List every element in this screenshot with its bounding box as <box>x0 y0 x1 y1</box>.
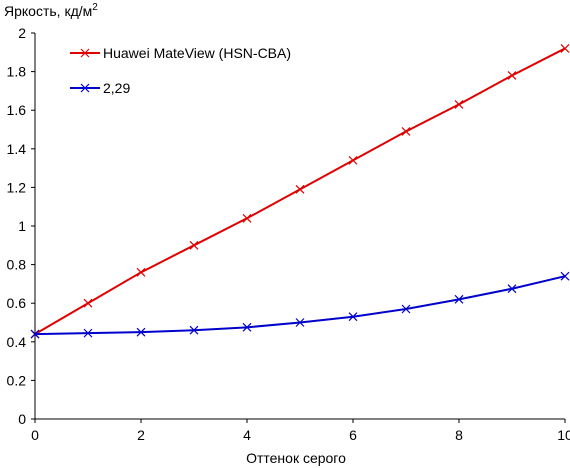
legend-label: Huawei MateView (HSN-CBA) <box>103 45 291 61</box>
x-tick-label: 0 <box>31 427 39 443</box>
x-tick-label: 10 <box>557 427 570 443</box>
data-point-marker <box>295 318 305 327</box>
x-tick-label: 6 <box>349 427 357 443</box>
data-point-marker <box>83 328 93 338</box>
y-tick-label: 0.4 <box>7 334 27 350</box>
series-0 <box>30 44 570 339</box>
legend-label: 2,29 <box>103 80 130 96</box>
data-point-marker <box>507 71 517 80</box>
data-point-marker <box>507 284 517 294</box>
x-tick-label: 8 <box>455 427 463 443</box>
legend-swatch-marker <box>80 83 90 93</box>
data-point-marker <box>401 127 411 136</box>
data-point-marker <box>242 213 252 223</box>
y-tick-label: 1.8 <box>7 64 27 80</box>
y-tick-label: 0 <box>18 411 26 427</box>
data-point-marker <box>348 155 358 165</box>
legend: Huawei MateView (HSN-CBA) 2,29 <box>70 45 291 96</box>
data-point-marker <box>136 267 146 277</box>
data-point-marker <box>30 329 40 339</box>
y-axis-title: Яркость, кд/м2 <box>4 2 98 19</box>
series-layer <box>30 44 570 339</box>
svg-text:Яркость, кд/м2: Яркость, кд/м2 <box>4 2 98 19</box>
data-point-marker <box>454 294 464 304</box>
x-axis-ticks: 0 2 4 6 8 10 <box>31 419 570 443</box>
y-tick-label: 0.2 <box>7 372 27 388</box>
data-point-marker <box>242 322 252 332</box>
y-tick-label: 0.8 <box>7 257 27 273</box>
data-point-marker <box>560 44 570 53</box>
y-axis-title-superscript: 2 <box>92 2 98 13</box>
series-1 <box>30 271 570 339</box>
series-line <box>34 275 566 336</box>
data-point-marker <box>560 271 570 281</box>
data-point-marker <box>348 312 358 322</box>
data-point-marker <box>454 99 464 109</box>
data-point-marker <box>189 325 199 335</box>
y-axis-title-text: Яркость, кд/м <box>4 3 92 19</box>
x-axis-title: Оттенок серого <box>246 450 346 466</box>
legend-swatch-marker <box>80 48 90 58</box>
y-tick-label: 1 <box>18 218 26 234</box>
y-tick-label: 2 <box>18 25 26 41</box>
y-tick-label: 1.6 <box>7 102 27 118</box>
data-point-marker <box>295 184 305 194</box>
y-tick-label: 1.4 <box>7 141 27 157</box>
y-axis-ticks: 0 0.2 0.4 0.6 0.8 1 1.2 1.4 1.6 1.8 2 <box>7 25 35 427</box>
x-tick-label: 2 <box>137 427 145 443</box>
data-point-marker <box>401 304 411 314</box>
data-point-marker <box>136 327 146 337</box>
y-tick-label: 0.6 <box>7 295 27 311</box>
data-point-marker <box>189 240 199 250</box>
legend-item: 2,29 <box>70 80 130 96</box>
y-tick-label: 1.2 <box>7 179 27 195</box>
legend-item: Huawei MateView (HSN-CBA) <box>70 45 291 61</box>
data-point-marker <box>83 298 93 308</box>
x-tick-label: 4 <box>243 427 251 443</box>
